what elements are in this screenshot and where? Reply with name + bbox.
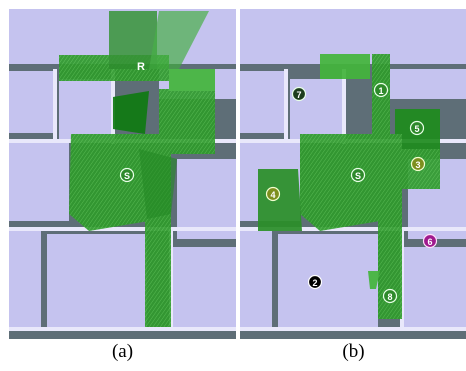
marker-2: 2 (307, 274, 323, 290)
marker-8: 8 (382, 288, 398, 304)
marker-label: S (124, 171, 130, 181)
marker-R: R (137, 61, 145, 73)
coverage-region (59, 11, 215, 327)
floor-areas (240, 9, 466, 329)
caption-a: (a) (111, 341, 134, 362)
caption-b: (b) (342, 341, 365, 362)
marker-label: 3 (415, 160, 420, 170)
marker-7: 7 (291, 86, 307, 102)
marker-label: S (355, 171, 361, 181)
marker-3: 3 (410, 156, 426, 172)
floorplan-a: R S (9, 9, 236, 339)
floorplan-b: 1 7 5 3 S 4 6 2 (240, 9, 466, 339)
panel-b: 1 7 5 3 S 4 6 2 (240, 9, 466, 339)
marker-1: 1 (373, 82, 389, 98)
marker-4: 4 (265, 186, 281, 202)
marker-label: 7 (296, 90, 301, 100)
marker-S: S (119, 167, 135, 183)
marker-S: S (350, 167, 366, 183)
marker-5: 5 (409, 120, 425, 136)
marker-label: 4 (270, 190, 275, 200)
marker-6: 6 (422, 233, 438, 249)
marker-label: 1 (378, 86, 383, 96)
marker-label: 2 (312, 278, 317, 288)
marker-label: 8 (387, 292, 392, 302)
marker-label: R (137, 61, 145, 73)
marker-label: 5 (414, 124, 419, 134)
panel-a: R S (9, 9, 236, 339)
marker-label: 6 (427, 237, 432, 247)
